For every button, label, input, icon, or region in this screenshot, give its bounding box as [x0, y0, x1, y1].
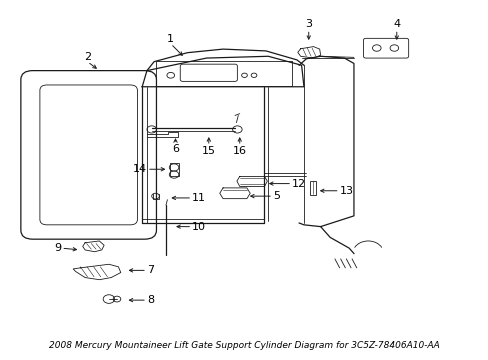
Text: 8: 8	[147, 295, 154, 305]
Text: 3: 3	[305, 19, 312, 30]
Text: 2: 2	[84, 51, 91, 62]
Text: 2008 Mercury Mountaineer Lift Gate Support Cylinder Diagram for 3C5Z-78406A10-AA: 2008 Mercury Mountaineer Lift Gate Suppo…	[49, 341, 439, 350]
Bar	[170, 163, 179, 176]
Text: 12: 12	[291, 179, 305, 189]
Text: 15: 15	[202, 146, 215, 156]
Text: 5: 5	[272, 191, 280, 201]
Text: 7: 7	[147, 265, 154, 275]
Text: 10: 10	[192, 222, 206, 231]
Text: 1: 1	[167, 34, 174, 44]
Text: 9: 9	[54, 243, 61, 253]
Text: 13: 13	[339, 186, 353, 196]
Text: 14: 14	[133, 164, 147, 174]
Text: 16: 16	[232, 146, 246, 156]
Text: 11: 11	[192, 193, 206, 203]
Text: 4: 4	[392, 19, 400, 30]
Bar	[309, 181, 315, 195]
Text: 6: 6	[172, 144, 179, 154]
